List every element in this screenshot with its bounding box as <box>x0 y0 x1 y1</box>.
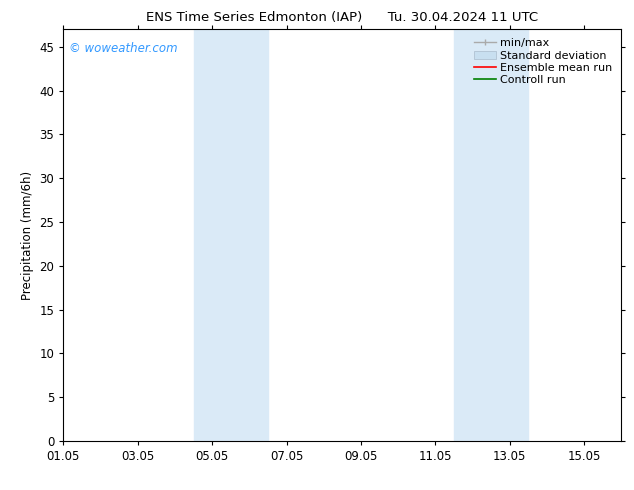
Y-axis label: Precipitation (mm/6h): Precipitation (mm/6h) <box>21 171 34 300</box>
Bar <box>193 29 268 441</box>
Title: ENS Time Series Edmonton (IAP)      Tu. 30.04.2024 11 UTC: ENS Time Series Edmonton (IAP) Tu. 30.04… <box>146 11 538 24</box>
Legend: min/max, Standard deviation, Ensemble mean run, Controll run: min/max, Standard deviation, Ensemble me… <box>470 35 616 88</box>
Bar <box>454 29 528 441</box>
Text: © woweather.com: © woweather.com <box>69 42 178 55</box>
